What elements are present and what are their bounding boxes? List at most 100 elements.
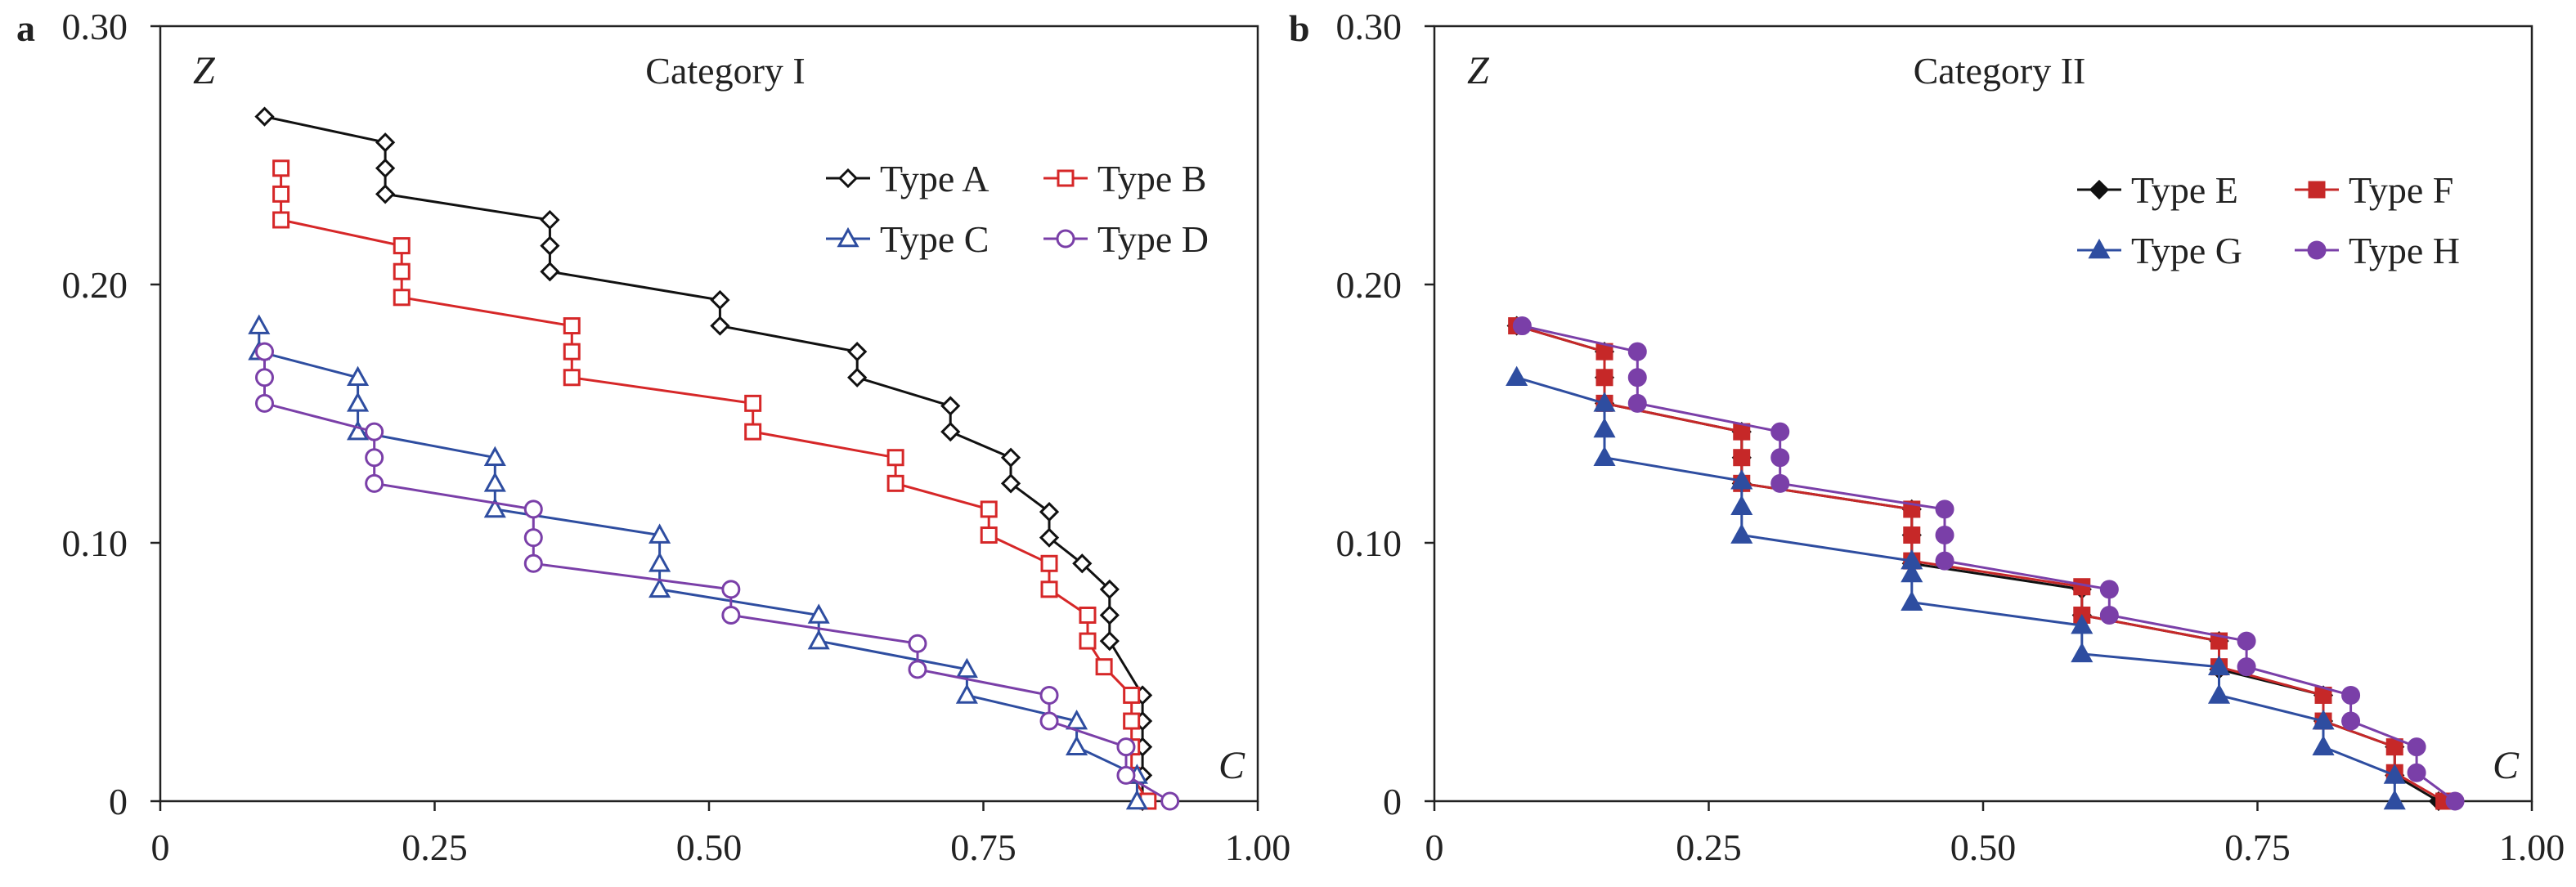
legend-label: Type G bbox=[2131, 230, 2242, 271]
series-line bbox=[258, 325, 1138, 801]
data-point bbox=[1099, 579, 1120, 600]
data-point bbox=[980, 500, 998, 518]
data-point bbox=[1066, 709, 1088, 730]
y-tick-label: 0.30 bbox=[1336, 6, 1402, 47]
y-tick-label: 0 bbox=[109, 781, 128, 822]
data-point bbox=[2341, 685, 2361, 705]
data-point bbox=[365, 448, 384, 468]
x-axis-label: C bbox=[2493, 744, 2520, 787]
data-point bbox=[744, 394, 762, 412]
series-line bbox=[1516, 325, 2445, 803]
data-point bbox=[1160, 791, 1180, 811]
data-point bbox=[2099, 605, 2119, 625]
legend-marker bbox=[2088, 238, 2111, 259]
data-point bbox=[1770, 448, 1790, 468]
legend-label: Type C bbox=[880, 218, 990, 260]
y-tick-label: 0.20 bbox=[62, 264, 128, 306]
data-point bbox=[648, 577, 671, 598]
data-point bbox=[940, 396, 961, 416]
data-point bbox=[1116, 737, 1136, 757]
data-point bbox=[721, 605, 741, 625]
data-point bbox=[1039, 527, 1060, 548]
series-type-b bbox=[272, 159, 1157, 810]
series-line bbox=[1522, 325, 2456, 803]
plot-frame bbox=[159, 25, 1259, 803]
series-type-h bbox=[1512, 316, 2465, 811]
data-point bbox=[1627, 368, 1647, 388]
data-point bbox=[248, 314, 271, 334]
data-point bbox=[540, 262, 560, 282]
legend-item: Type F bbox=[2295, 169, 2453, 211]
data-point bbox=[1099, 630, 1120, 652]
data-point bbox=[1901, 562, 1923, 583]
legend-item: Type A bbox=[826, 158, 990, 199]
data-point bbox=[886, 449, 904, 467]
series-line bbox=[263, 352, 1171, 803]
data-point bbox=[2207, 683, 2231, 704]
data-point bbox=[272, 185, 290, 203]
data-point bbox=[1099, 605, 1120, 625]
y-tick-label: 0 bbox=[1383, 781, 1402, 822]
data-point bbox=[744, 423, 762, 441]
data-point bbox=[254, 106, 275, 127]
data-point bbox=[1039, 501, 1060, 522]
data-point bbox=[254, 368, 274, 388]
data-point bbox=[1730, 523, 1753, 544]
legend-marker bbox=[1056, 229, 1075, 249]
data-point bbox=[2383, 789, 2406, 810]
legend-marker bbox=[2307, 240, 2327, 260]
data-point bbox=[2312, 709, 2335, 730]
data-point bbox=[483, 446, 506, 467]
data-point bbox=[563, 369, 581, 387]
plot-frame bbox=[1433, 25, 2533, 803]
data-point bbox=[1935, 499, 1954, 519]
data-point bbox=[523, 528, 543, 548]
data-point bbox=[2445, 791, 2465, 811]
data-point bbox=[2071, 614, 2094, 634]
y-tick-label: 0.10 bbox=[62, 522, 128, 564]
data-point bbox=[1903, 526, 1921, 544]
data-point bbox=[2385, 738, 2403, 756]
data-point bbox=[540, 209, 560, 231]
data-point bbox=[2207, 655, 2231, 675]
data-point bbox=[2071, 642, 2094, 663]
data-point bbox=[1125, 789, 1148, 810]
data-point bbox=[1935, 526, 1954, 545]
data-point bbox=[648, 552, 671, 572]
data-point bbox=[523, 499, 543, 519]
data-point bbox=[908, 660, 927, 679]
y-axis-label: Z bbox=[1467, 49, 1490, 92]
legend-marker bbox=[2089, 179, 2110, 200]
legend: Type A Type B Type C Type D bbox=[826, 158, 1209, 260]
data-point bbox=[1593, 446, 1616, 467]
data-point bbox=[1512, 316, 1532, 336]
data-point bbox=[807, 603, 830, 624]
data-point bbox=[254, 393, 274, 413]
data-point bbox=[1123, 686, 1141, 704]
legend-item: Type B bbox=[1043, 158, 1207, 199]
data-point bbox=[807, 629, 830, 650]
legend-item: Type G bbox=[2077, 230, 2242, 271]
data-point bbox=[847, 342, 868, 362]
series-line bbox=[1516, 376, 2396, 801]
data-point bbox=[955, 683, 978, 704]
data-point bbox=[2407, 737, 2426, 757]
data-point bbox=[1079, 632, 1097, 650]
legend-label: Type H bbox=[2349, 230, 2460, 271]
data-point bbox=[1770, 422, 1790, 441]
data-point bbox=[2312, 735, 2335, 755]
data-point bbox=[365, 422, 384, 441]
y-axis-label: Z bbox=[193, 49, 216, 92]
data-point bbox=[2407, 763, 2426, 782]
legend-label: Type B bbox=[1097, 158, 1207, 199]
x-tick-label: 0 bbox=[151, 827, 170, 868]
data-point bbox=[1040, 554, 1058, 572]
data-point bbox=[710, 289, 730, 311]
data-point bbox=[1733, 449, 1751, 467]
data-point bbox=[1595, 369, 1613, 387]
data-point bbox=[847, 367, 868, 388]
data-point bbox=[1770, 473, 1790, 493]
series-type-d bbox=[254, 342, 1180, 811]
legend-label: Type E bbox=[2131, 169, 2238, 211]
data-point bbox=[1935, 551, 1954, 571]
